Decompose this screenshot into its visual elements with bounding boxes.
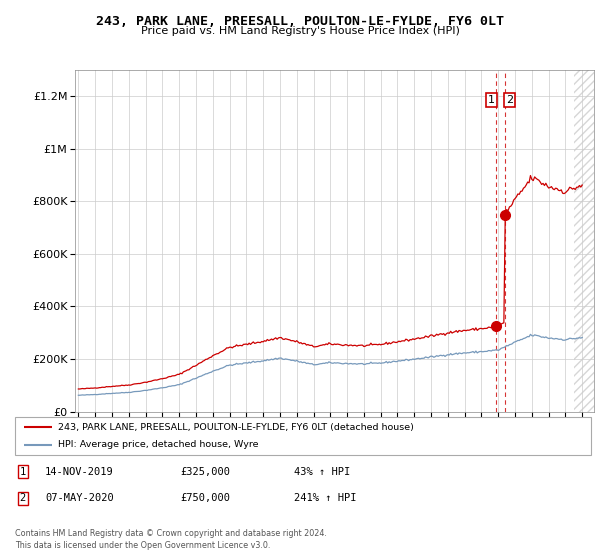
Text: 07-MAY-2020: 07-MAY-2020 bbox=[45, 493, 114, 503]
Text: 2: 2 bbox=[506, 95, 513, 105]
Text: 1: 1 bbox=[20, 466, 26, 477]
Text: 2: 2 bbox=[20, 493, 26, 503]
Text: 43% ↑ HPI: 43% ↑ HPI bbox=[294, 466, 350, 477]
Text: Price paid vs. HM Land Registry's House Price Index (HPI): Price paid vs. HM Land Registry's House … bbox=[140, 26, 460, 36]
Text: 243, PARK LANE, PREESALL, POULTON-LE-FYLDE, FY6 0LT: 243, PARK LANE, PREESALL, POULTON-LE-FYL… bbox=[96, 15, 504, 28]
Text: £325,000: £325,000 bbox=[180, 466, 230, 477]
Text: 241% ↑ HPI: 241% ↑ HPI bbox=[294, 493, 356, 503]
Text: HPI: Average price, detached house, Wyre: HPI: Average price, detached house, Wyre bbox=[58, 440, 259, 449]
Text: 14-NOV-2019: 14-NOV-2019 bbox=[45, 466, 114, 477]
Text: 1: 1 bbox=[488, 95, 495, 105]
FancyBboxPatch shape bbox=[15, 417, 591, 455]
Text: 243, PARK LANE, PREESALL, POULTON-LE-FYLDE, FY6 0LT (detached house): 243, PARK LANE, PREESALL, POULTON-LE-FYL… bbox=[58, 423, 414, 432]
Text: Contains HM Land Registry data © Crown copyright and database right 2024.
This d: Contains HM Land Registry data © Crown c… bbox=[15, 529, 327, 550]
Text: £750,000: £750,000 bbox=[180, 493, 230, 503]
